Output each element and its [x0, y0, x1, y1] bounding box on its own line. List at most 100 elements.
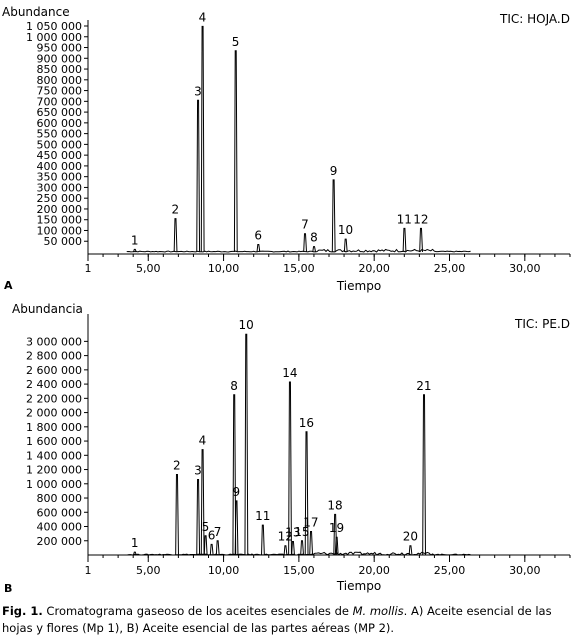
peak-label-19: 19: [329, 521, 344, 535]
y-tick-label: 400 000: [37, 160, 83, 173]
peak-label-18: 18: [327, 498, 342, 512]
y-tick-label: 950 000: [37, 42, 83, 55]
peak-9: [331, 179, 336, 253]
peak-12: [283, 545, 288, 556]
y-tick-label: 600 000: [37, 117, 83, 130]
peak-8: [232, 394, 237, 556]
x-tick-label: 1: [85, 262, 92, 275]
y-tick-label: 1 000 000: [26, 31, 82, 44]
y-tick-label: 2 200 000: [26, 392, 82, 405]
peak-21: [422, 394, 426, 556]
x-tick-label: 15,00: [283, 262, 315, 275]
peak-2: [175, 474, 179, 556]
x-axis-title: Tiempo: [336, 279, 381, 293]
peak-label-16: 16: [299, 416, 314, 430]
peak-label-10: 10: [239, 318, 254, 332]
x-tick-label: 10,00: [208, 262, 240, 275]
peak-12: [419, 227, 423, 253]
peak-label-7: 7: [214, 525, 222, 539]
peak-1: [133, 551, 137, 556]
y-tick-label: 350 000: [37, 171, 83, 184]
peak-label-21: 21: [416, 379, 431, 393]
figure-caption: Fig. 1. Cromatograma gaseoso de los acei…: [2, 603, 578, 637]
peak-13: [291, 540, 295, 556]
peak-1: [133, 248, 137, 253]
y-tick-label: 3 000 000: [26, 335, 82, 348]
y-tick-label: 300 000: [37, 181, 83, 194]
panel-letter: B: [4, 582, 12, 595]
y-tick-label: 1 400 000: [26, 449, 82, 462]
y-tick-label: 800 000: [37, 492, 83, 505]
peak-19: [334, 536, 339, 556]
y-tick-label: 150 000: [37, 214, 83, 227]
y-tick-label: 250 000: [37, 192, 83, 205]
peak-label-5: 5: [232, 35, 240, 49]
y-tick-label: 2 800 000: [26, 350, 82, 363]
y-tick-label: 650 000: [37, 106, 83, 119]
peak-label-9: 9: [233, 485, 241, 499]
x-axis-title: Tiempo: [336, 579, 381, 593]
peak-18: [333, 513, 338, 556]
chromatogram-legend: TIC: PE.D: [514, 317, 570, 331]
y-tick-label: 200 000: [37, 203, 83, 216]
peak-2: [173, 218, 178, 253]
peak-label-8: 8: [310, 231, 318, 245]
peak-label-2: 2: [172, 203, 180, 217]
peak-14: [288, 381, 292, 556]
peak-16: [304, 431, 309, 556]
x-tick-label: 30,00: [509, 564, 541, 577]
peak-label-2: 2: [173, 459, 181, 473]
peak-label-9: 9: [330, 164, 338, 178]
peak-11: [261, 524, 265, 556]
peak-label-4: 4: [199, 10, 207, 24]
y-tick-label: 2 400 000: [26, 378, 82, 391]
peak-label-17: 17: [303, 516, 318, 530]
x-tick-label: 1: [85, 564, 92, 577]
peak-label-11: 11: [397, 212, 412, 226]
y-tick-label: 1 800 000: [26, 421, 82, 434]
peak-20: [408, 545, 413, 556]
y-tick-label: 100 000: [37, 224, 83, 237]
y-tick-label: 600 000: [37, 506, 83, 519]
y-tick-label: 550 000: [37, 128, 83, 141]
peak-6: [256, 243, 261, 253]
baseline-trace: [126, 248, 471, 253]
peak-label-3: 3: [194, 84, 202, 98]
peak-label-8: 8: [230, 379, 238, 393]
caption-fig-label: Fig. 1.: [2, 604, 43, 618]
peak-label-10: 10: [338, 223, 353, 237]
baseline-trace: [127, 551, 471, 556]
peak-label-6: 6: [254, 228, 262, 242]
peak-label-5: 5: [202, 520, 210, 534]
peak-label-20: 20: [403, 530, 418, 544]
peak-5: [203, 535, 208, 556]
x-tick-label: 30,00: [509, 262, 541, 275]
x-tick-label: 20,00: [358, 262, 390, 275]
peak-label-12: 12: [413, 212, 428, 226]
peak-6: [209, 543, 214, 556]
peak-3: [196, 479, 201, 556]
y-tick-label: 2 600 000: [26, 364, 82, 377]
peak-label-4: 4: [199, 434, 207, 448]
peak-15: [300, 540, 304, 556]
x-tick-label: 25,00: [434, 564, 466, 577]
peak-label-14: 14: [282, 366, 297, 380]
peak-label-3: 3: [194, 464, 202, 478]
chromatogram-legend: TIC: HOJA.D: [499, 12, 570, 26]
x-tick-label: 25,00: [434, 262, 466, 275]
x-tick-label: 20,00: [358, 564, 390, 577]
peak-label-1: 1: [131, 233, 139, 247]
peak-7: [215, 540, 220, 556]
peak-10: [244, 333, 249, 556]
y-tick-label: 450 000: [37, 149, 83, 162]
x-tick-label: 5,00: [136, 262, 161, 275]
y-tick-label: 1 050 000: [26, 20, 82, 33]
peak-5: [233, 50, 238, 253]
x-tick-label: 10,00: [208, 564, 240, 577]
y-tick-label: 1 000 000: [26, 478, 82, 491]
y-tick-label: 850 000: [37, 63, 83, 76]
y-tick-label: 500 000: [37, 138, 83, 151]
